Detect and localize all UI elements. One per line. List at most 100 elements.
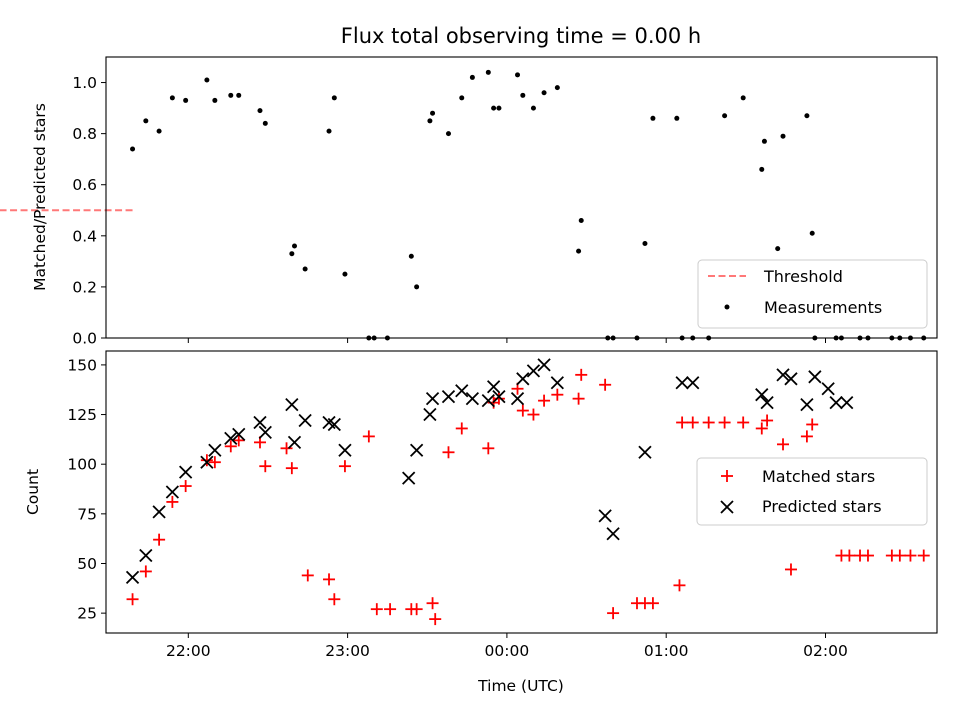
predicted-star-point bbox=[638, 445, 652, 459]
matched-star-point bbox=[702, 416, 715, 429]
measurement-point bbox=[445, 131, 451, 137]
predicted-star-point bbox=[840, 395, 854, 410]
predicted-star-point bbox=[526, 364, 541, 378]
bottom-plot-frame bbox=[105, 350, 938, 634]
measurement-point bbox=[775, 246, 781, 252]
legend-measurements-label: Measurements bbox=[764, 298, 882, 317]
predicted-star-point bbox=[481, 394, 495, 408]
measurement-point bbox=[408, 253, 414, 259]
bottom-y-tick-label: 25 bbox=[77, 605, 97, 623]
matched-star-point bbox=[527, 408, 540, 421]
top-y-tick-label: 0.8 bbox=[72, 125, 97, 143]
x-tick-label: 00:00 bbox=[485, 642, 530, 660]
matched-star-point bbox=[139, 565, 152, 578]
predicted-star-point bbox=[298, 413, 312, 428]
measurement-point bbox=[520, 92, 526, 98]
measurement-point bbox=[515, 72, 521, 78]
predicted-star-point bbox=[755, 388, 769, 402]
legend-measurements-swatch bbox=[724, 304, 730, 310]
bottom-y-axis: 25 50 75 100 125 150 bbox=[67, 356, 106, 623]
matched-star-point bbox=[551, 388, 564, 401]
x-tick-label: 02:00 bbox=[803, 642, 848, 660]
predicted-star-point bbox=[179, 465, 193, 479]
predicted-star-point bbox=[510, 392, 525, 406]
matched-star-point bbox=[806, 418, 819, 431]
bottom-y-tick-label: 75 bbox=[77, 505, 97, 523]
matched-star-point bbox=[426, 597, 439, 610]
legend-threshold-label: Threshold bbox=[763, 267, 843, 286]
legend-matched-swatch bbox=[721, 470, 733, 482]
predicted-star-point bbox=[829, 395, 843, 410]
predicted-star-point bbox=[492, 390, 506, 404]
measurement-point bbox=[485, 69, 491, 75]
legend-matched-label: Matched stars bbox=[762, 467, 875, 486]
predicted-star-point bbox=[784, 372, 798, 386]
matched-star-point bbox=[482, 442, 495, 455]
measurement-point bbox=[427, 118, 433, 124]
bottom-y-tick-label: 150 bbox=[67, 356, 97, 374]
bottom-plot-area bbox=[125, 358, 930, 626]
matched-star-point bbox=[516, 404, 529, 417]
matched-star-point bbox=[917, 549, 930, 562]
matched-star-point bbox=[166, 495, 179, 508]
measurement-point bbox=[554, 85, 560, 91]
predicted-star-point bbox=[598, 509, 612, 523]
x-tick-label: 23:00 bbox=[325, 642, 370, 660]
matched-star-point bbox=[599, 378, 612, 391]
matched-star-point bbox=[370, 603, 383, 616]
measurement-point bbox=[530, 105, 536, 111]
measurement-point bbox=[804, 113, 810, 119]
matched-star-point bbox=[280, 442, 293, 455]
top-y-tick-label: 0.6 bbox=[72, 176, 97, 194]
x-axis-label: Time (UTC) bbox=[477, 677, 564, 695]
predicted-star-point bbox=[441, 390, 456, 404]
predicted-star-point bbox=[675, 376, 689, 390]
predicted-star-point bbox=[537, 358, 551, 372]
bottom-x-axis: 22:00 23:00 00:00 01:00 02:00 bbox=[166, 633, 848, 660]
measurement-point bbox=[809, 230, 815, 236]
top-y-axis: 0.0 0.2 0.4 0.6 0.8 1.0 bbox=[72, 74, 106, 348]
bottom-y-tick-label: 125 bbox=[67, 406, 97, 424]
measurement-point bbox=[130, 146, 136, 152]
measurement-point bbox=[469, 74, 475, 80]
measurement-point bbox=[761, 138, 767, 144]
matched-star-point bbox=[442, 446, 455, 459]
measurement-point bbox=[342, 271, 348, 277]
predicted-star-point bbox=[258, 425, 272, 440]
measurement-point bbox=[459, 95, 465, 101]
matched-star-point bbox=[224, 440, 237, 453]
top-legend-box bbox=[697, 259, 928, 329]
x-tick-label: 01:00 bbox=[644, 642, 689, 660]
matched-star-point bbox=[755, 422, 768, 435]
predicted-star-point bbox=[516, 372, 530, 386]
top-plot-area bbox=[0, 69, 927, 341]
predicted-star-point bbox=[224, 431, 238, 446]
matched-star-point bbox=[285, 462, 298, 475]
top-y-tick-label: 0.0 bbox=[72, 330, 97, 348]
predicted-star-point bbox=[409, 443, 424, 457]
measurement-point bbox=[257, 108, 263, 114]
measurement-point bbox=[331, 95, 337, 101]
measurement-point bbox=[650, 115, 656, 121]
matched-star-point bbox=[323, 573, 336, 586]
measurement-point bbox=[642, 240, 648, 246]
matched-star-point bbox=[893, 549, 906, 562]
measurement-point bbox=[740, 95, 746, 101]
predicted-star-point bbox=[139, 548, 153, 563]
matched-star-point bbox=[784, 563, 797, 576]
top-legend: Threshold Measurements bbox=[697, 259, 928, 329]
measurement-point bbox=[578, 217, 584, 223]
matched-star-point bbox=[718, 416, 731, 429]
chart-title: Flux total observing time = 0.00 h bbox=[341, 24, 701, 48]
predicted-star-point bbox=[486, 380, 501, 394]
matched-star-point bbox=[676, 416, 689, 429]
matched-star-point bbox=[179, 480, 192, 493]
predicted-star-point bbox=[327, 417, 341, 432]
measurement-point bbox=[491, 105, 497, 111]
predicted-star-point bbox=[338, 443, 352, 457]
matched-star-point bbox=[429, 613, 442, 626]
matched-star-point bbox=[200, 454, 213, 467]
measurement-point bbox=[228, 92, 234, 98]
